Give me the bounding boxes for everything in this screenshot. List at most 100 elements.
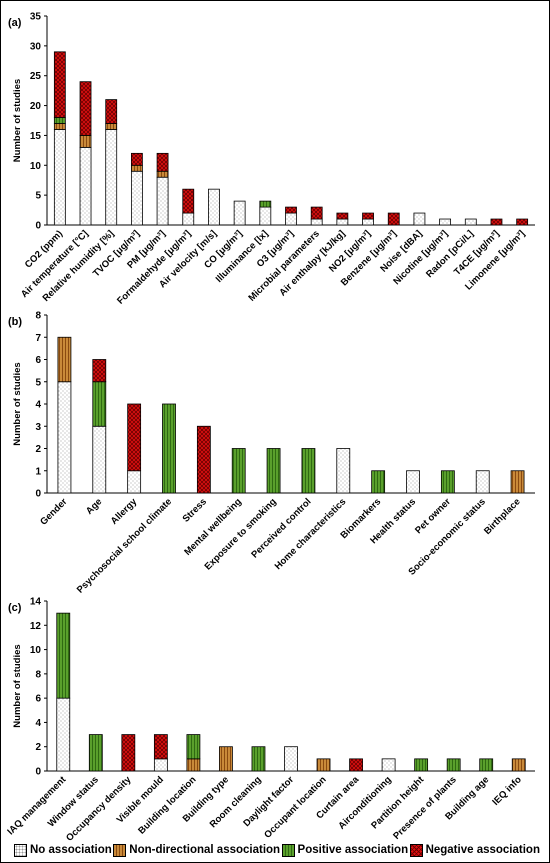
bar-segment-positive-association bbox=[56, 612, 71, 699]
y-tick-label: 3 bbox=[35, 422, 41, 433]
legend-swatch-positive-association bbox=[281, 843, 295, 857]
legend: No association Non-directional associati… bbox=[14, 840, 540, 860]
bar-segment-negative-association bbox=[490, 218, 503, 226]
y-tick-label: 6 bbox=[35, 355, 41, 366]
bar-segment-negative-association bbox=[92, 359, 107, 383]
bar-segment-no-association bbox=[310, 218, 323, 226]
bar-segment-positive-association bbox=[414, 758, 429, 772]
bar-segment-negative-association bbox=[349, 758, 363, 772]
bar-segment-non-directional-association bbox=[219, 746, 233, 772]
bar-segment-negative-association bbox=[105, 99, 118, 124]
legend-item-positive-association: Positive association bbox=[281, 843, 409, 857]
legend-label-non-directional-association: Non-directional association bbox=[129, 844, 281, 856]
y-tick-label: 7 bbox=[35, 333, 41, 344]
y-tick-label: 6 bbox=[35, 694, 41, 705]
panel-label: (a) bbox=[8, 17, 22, 29]
y-tick-label: 35 bbox=[30, 12, 42, 23]
bar-segment-no-association bbox=[381, 758, 396, 772]
bar-segment-negative-association bbox=[182, 188, 195, 214]
y-tick-label: 0 bbox=[35, 221, 41, 232]
legend-item-negative-association: Negative association bbox=[409, 843, 540, 857]
bar-segment-negative-association bbox=[127, 403, 142, 472]
y-tick-label: 2 bbox=[35, 444, 41, 455]
legend-label-no-association: No association bbox=[30, 844, 112, 856]
legend-swatch-no-association bbox=[14, 843, 27, 857]
x-category-label: Building location bbox=[136, 774, 198, 836]
chart-panel-3: 0 2 4 6 8 10 12 14 Number of studies (c) IAQ manag… bbox=[5, 597, 535, 844]
x-category-label: IAQ management bbox=[5, 774, 69, 838]
bar-segment-negative-association bbox=[156, 152, 169, 172]
bar-segment-positive-association bbox=[479, 758, 494, 772]
x-category-label: Stress bbox=[181, 496, 209, 524]
bar-segment-no-association bbox=[439, 218, 452, 226]
bar-segment-negative-association bbox=[516, 218, 529, 226]
chart-panel-2: 0 1 2 3 4 5 6 7 8 Number of studies (b) Gender Age Al… bbox=[8, 311, 535, 596]
y-tick-label: 5 bbox=[35, 191, 41, 202]
y-tick-label: 20 bbox=[30, 101, 42, 112]
bar-segment-positive-association bbox=[251, 746, 266, 772]
y-tick-label: 0 bbox=[35, 767, 41, 778]
bar-segment-negative-association bbox=[362, 212, 374, 220]
bar-segment-negative-association bbox=[153, 734, 168, 760]
bar-segment-no-association bbox=[127, 470, 142, 494]
bar-segment-no-association bbox=[92, 425, 107, 494]
bar-segment-positive-association bbox=[92, 381, 107, 427]
bar-segment-non-directional-association bbox=[130, 164, 143, 172]
bar-segment-no-association bbox=[105, 129, 118, 226]
bar-segment-negative-association bbox=[53, 51, 66, 118]
bar-segment-non-directional-association bbox=[79, 135, 92, 148]
y-tick-label: 0 bbox=[35, 489, 41, 500]
panel-label: (b) bbox=[8, 316, 22, 328]
bar-segment-negative-association bbox=[121, 734, 136, 772]
bar-segment-no-association bbox=[182, 212, 195, 226]
legend-item-no-association: No association bbox=[14, 843, 112, 857]
bar-segment-non-directional-association bbox=[186, 758, 201, 772]
y-axis-title: Number of studies bbox=[12, 79, 23, 162]
bar-segment-non-directional-association bbox=[511, 758, 526, 772]
bar-segment-no-association bbox=[208, 188, 220, 226]
x-category-label: Home characteristics bbox=[273, 496, 349, 572]
y-tick-label: 10 bbox=[30, 161, 42, 172]
y-tick-label: 14 bbox=[30, 597, 42, 608]
y-tick-label: 5 bbox=[35, 377, 41, 388]
bar-segment-positive-association bbox=[266, 448, 281, 494]
bar-segment-negative-association bbox=[130, 152, 143, 166]
bar-segment-no-association bbox=[53, 129, 66, 226]
bar-segment-no-association bbox=[284, 746, 298, 772]
bar-segment-positive-association bbox=[259, 200, 272, 208]
x-category-label: Allergy bbox=[109, 496, 140, 527]
bar-segment-no-association bbox=[56, 697, 71, 772]
y-axis-title: Number of studies bbox=[12, 644, 23, 727]
bar-segment-non-directional-association bbox=[105, 123, 118, 130]
y-tick-label: 15 bbox=[30, 131, 42, 142]
x-category-label: IEQ info bbox=[490, 774, 524, 808]
bar-segment-positive-association bbox=[301, 448, 316, 494]
bar-segment-negative-association bbox=[336, 212, 349, 220]
bar-segment-no-association bbox=[130, 170, 143, 226]
legend-swatch-negative-association bbox=[409, 843, 423, 857]
bar-segment-positive-association bbox=[88, 734, 103, 772]
y-tick-label: 30 bbox=[30, 41, 42, 52]
y-tick-label: 25 bbox=[30, 71, 42, 82]
bar-segment-no-association bbox=[475, 470, 490, 494]
x-category-label: Occupant location bbox=[262, 774, 329, 841]
bar-segment-negative-association bbox=[79, 81, 92, 136]
legend-label-positive-association: Positive association bbox=[297, 844, 409, 856]
bar-segment-no-association bbox=[336, 218, 349, 226]
x-category-label: Age bbox=[84, 496, 104, 516]
x-category-label: Birthplace bbox=[482, 496, 523, 537]
x-category-label: Gender bbox=[38, 496, 70, 528]
bar-segment-non-directional-association bbox=[57, 336, 72, 383]
bar-segment-negative-association bbox=[310, 206, 323, 220]
y-tick-label: 8 bbox=[35, 311, 41, 322]
bar-segment-no-association bbox=[285, 212, 297, 226]
y-tick-label: 2 bbox=[35, 742, 41, 753]
bar-segment-positive-association bbox=[440, 470, 455, 494]
bar-segment-no-association bbox=[336, 448, 351, 494]
bar-segment-negative-association bbox=[387, 212, 400, 226]
legend-label-negative-association: Negative association bbox=[425, 844, 540, 856]
bar-segment-negative-association bbox=[285, 206, 297, 214]
bar-segment-no-association bbox=[153, 758, 168, 772]
bar-segment-no-association bbox=[156, 176, 169, 226]
